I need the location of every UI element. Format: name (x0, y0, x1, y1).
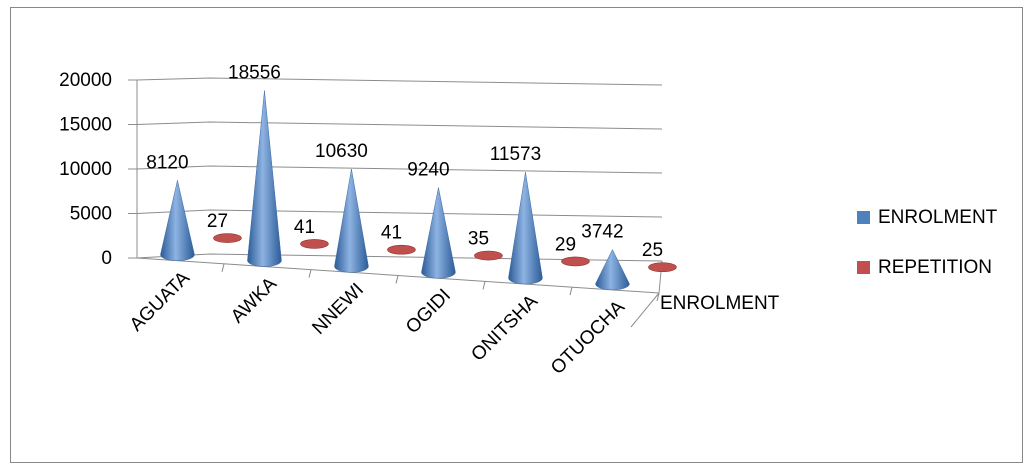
disc-repetition (213, 233, 242, 243)
y-tick-label: 15000 (59, 115, 112, 136)
x-tick-mark (569, 287, 573, 296)
legend-label: REPETITION (878, 257, 992, 278)
disc-repetition (648, 262, 677, 273)
legend-swatch (857, 261, 870, 274)
x-axis-ticks: AGUATA AWKA NNEWI OGIDI ONITSHA OTUOCHA ENROLM… (126, 267, 780, 378)
depth-axis-label: ENROLMENT (660, 293, 780, 314)
x-tick-mark (308, 269, 312, 278)
gridline (136, 121, 663, 130)
x-tick-mark (482, 281, 486, 290)
data-label-repetition: 27 (207, 211, 228, 232)
legend-swatch (857, 211, 870, 224)
x-tick-mark (395, 275, 399, 284)
disc-repetition (474, 250, 503, 261)
cone-enrolment (334, 168, 369, 273)
gridline (136, 209, 663, 218)
data-label-enrolment: 8120 (146, 152, 188, 173)
cone-enrolment (247, 90, 282, 267)
y-axis-ticks: 0 5000 10000 15000 20000 (59, 70, 112, 269)
x-tick-label: AWKA (227, 273, 281, 327)
y-tick-label: 5000 (70, 204, 112, 225)
cone-enrolment (508, 171, 543, 285)
data-label-repetition: 25 (642, 240, 663, 261)
legend-label: ENROLMENT (878, 207, 998, 228)
y-tick-label: 10000 (59, 159, 112, 180)
x-tick-label: OTUOCHA (547, 297, 629, 379)
y-tick-label: 0 (101, 248, 112, 269)
data-label-enrolment: 9240 (407, 160, 449, 181)
disc-repetition (387, 244, 416, 255)
x-tick-label: ONITSHA (467, 291, 542, 366)
data-label-repetition: 35 (468, 229, 489, 250)
x-tick-label: AGUATA (126, 267, 194, 335)
gridline (136, 165, 663, 174)
x-tick-label: NNEWI (308, 279, 368, 339)
x-tick-mark (656, 292, 660, 302)
data-label-repetition: 41 (294, 217, 315, 238)
disc-repetition (561, 256, 590, 267)
data-label-enrolment: 3742 (581, 222, 623, 243)
data-label-enrolment: 11573 (490, 144, 541, 165)
depth-axis-line (630, 292, 660, 328)
y-tick-label: 20000 (59, 70, 112, 91)
chart-marks (160, 90, 677, 291)
data-label-enrolment: 10630 (315, 141, 368, 162)
gridline (136, 77, 663, 86)
legend: ENROLMENT REPETITION (857, 207, 998, 278)
cone-enrolment (160, 180, 195, 261)
x-tick-label: OGIDI (402, 285, 455, 338)
disc-repetition (300, 239, 329, 249)
data-label-repetition: 41 (381, 223, 402, 244)
cone-enrolment (421, 187, 456, 279)
cone-enrolment (595, 249, 630, 291)
data-label-enrolment: 18556 (228, 63, 281, 84)
x-tick-mark (221, 263, 225, 272)
axes (128, 79, 663, 328)
data-label-repetition: 29 (555, 234, 576, 255)
